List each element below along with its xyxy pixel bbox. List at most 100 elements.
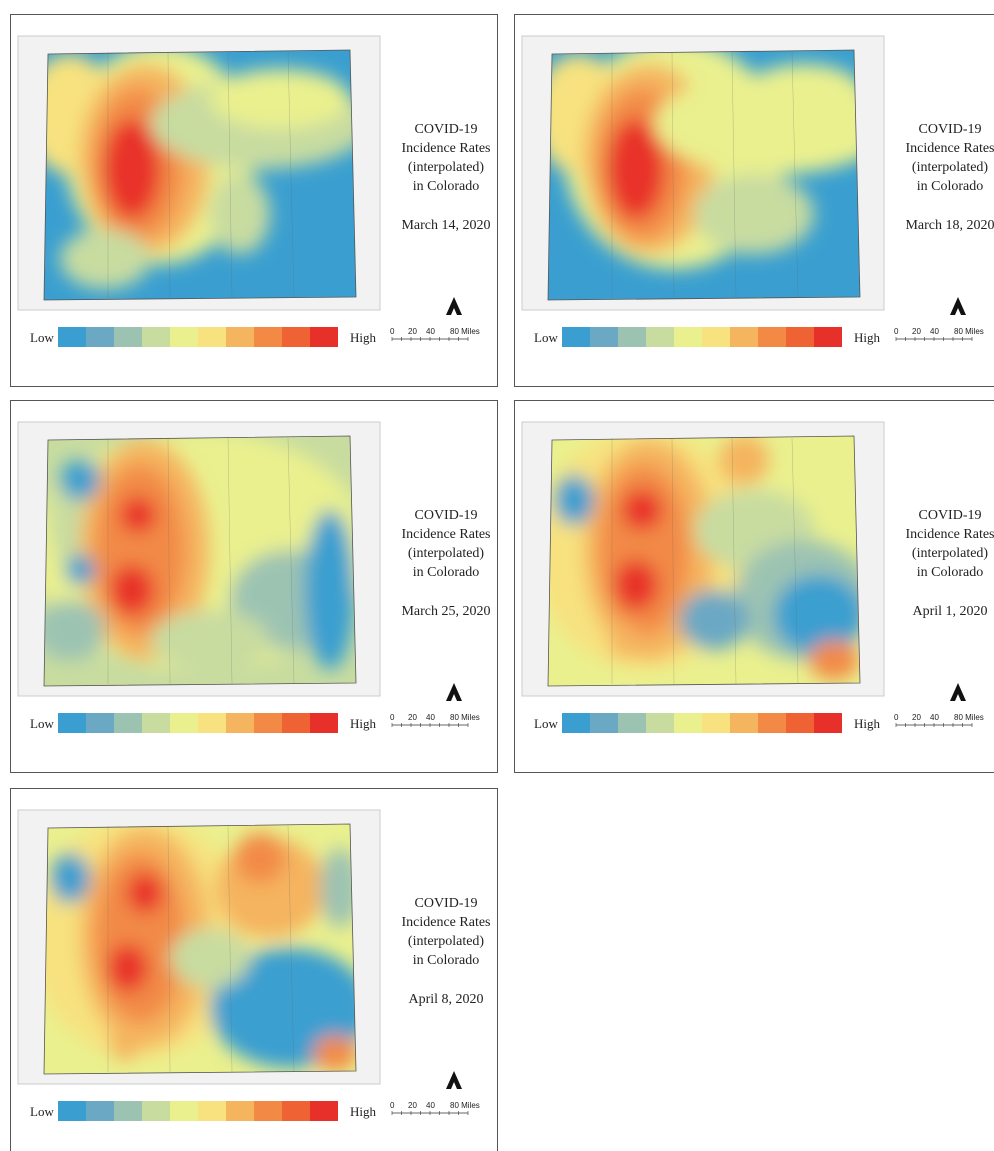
- legend-swatch: [114, 327, 142, 347]
- legend-swatch: [282, 713, 310, 733]
- rate-zone: [110, 565, 154, 615]
- scale-label: 0: [390, 713, 395, 722]
- interpolated-surface: [30, 430, 370, 686]
- legend-swatch: [310, 327, 338, 347]
- scale-label: 0: [390, 327, 395, 336]
- legend-swatch: [282, 327, 310, 347]
- legend-swatch: [674, 327, 702, 347]
- scale-label: 80 Miles: [450, 713, 480, 722]
- legend-swatch: [198, 327, 226, 347]
- map-title: (interpolated): [912, 160, 989, 175]
- rate-zone: [305, 510, 355, 670]
- page: {"map_title": ["COVID-19", "Incidence Ra…: [0, 0, 994, 1151]
- map-date: April 8, 2020: [408, 992, 483, 1007]
- legend-swatch: [58, 327, 86, 347]
- interpolated-surface: [30, 818, 370, 1074]
- legend-swatch: [254, 327, 282, 347]
- scale-label: 40: [930, 713, 939, 722]
- rate-zone: [622, 490, 662, 530]
- scale-label: 40: [426, 1101, 435, 1110]
- map-title: (interpolated): [408, 934, 485, 949]
- map-title: in Colorado: [413, 565, 480, 580]
- legend-swatch: [562, 327, 590, 347]
- legend-swatch: [730, 327, 758, 347]
- interpolated-surface: [25, 44, 370, 300]
- legend-swatch: [618, 713, 646, 733]
- rate-zone: [60, 229, 150, 289]
- scale-label: 20: [912, 713, 921, 722]
- scale-label: 80 Miles: [954, 713, 984, 722]
- legend-swatch: [114, 1101, 142, 1121]
- legend-low: Low: [30, 716, 54, 731]
- legend-swatch: [86, 327, 114, 347]
- rate-zone: [110, 1025, 140, 1061]
- rate-zone: [104, 119, 160, 219]
- legend-swatch: [58, 713, 86, 733]
- rate-zone: [108, 944, 148, 992]
- rate-zone: [554, 475, 594, 525]
- map-title: Incidence Rates: [905, 141, 994, 156]
- legend-swatch: [310, 1101, 338, 1121]
- rate-zone: [120, 497, 156, 533]
- interpolated-surface: [534, 39, 894, 300]
- legend-swatch: [282, 1101, 310, 1121]
- legend-swatch: [814, 713, 842, 733]
- legend-swatch: [674, 713, 702, 733]
- legend-swatch: [226, 713, 254, 733]
- scale-label: 0: [894, 713, 899, 722]
- rate-zone: [774, 575, 864, 655]
- figure: COVID-19 Incidence Rates (interpolated) in …: [0, 0, 994, 1151]
- rate-zone: [313, 1035, 357, 1071]
- map-panel: COVID-19Incidence Rates(interpolated)in …: [515, 401, 994, 773]
- legend-swatch: [142, 327, 170, 347]
- scale-label: 80 Miles: [954, 327, 984, 336]
- legend-swatch: [142, 713, 170, 733]
- rate-zone: [150, 610, 270, 670]
- map-date: April 1, 2020: [912, 604, 987, 619]
- rate-zone: [210, 69, 350, 129]
- rate-zone: [235, 833, 285, 883]
- legend-swatch: [702, 713, 730, 733]
- rate-zone: [614, 560, 658, 610]
- legend-swatch: [758, 713, 786, 733]
- map-title: in Colorado: [413, 179, 480, 194]
- rate-zone: [170, 928, 250, 988]
- legend-high: High: [854, 330, 881, 345]
- rate-zone: [719, 435, 769, 485]
- map-panel: COVID-19Incidence Rates(interpolated)in …: [515, 15, 994, 387]
- map-title: COVID-19: [919, 122, 982, 137]
- map-date: March 18, 2020: [905, 218, 994, 233]
- legend-high: High: [350, 716, 377, 731]
- scale-label: 20: [912, 327, 921, 336]
- legend-swatch: [170, 713, 198, 733]
- map-title: (interpolated): [912, 546, 989, 561]
- legend-swatch: [590, 713, 618, 733]
- legend-swatch: [730, 713, 758, 733]
- legend-swatch: [198, 713, 226, 733]
- interpolated-surface: [534, 430, 874, 686]
- legend-high: High: [350, 1104, 377, 1119]
- legend-swatch: [254, 713, 282, 733]
- scale-label: 0: [894, 327, 899, 336]
- map-title: (interpolated): [408, 160, 485, 175]
- scale-label: 40: [426, 713, 435, 722]
- legend-low: Low: [30, 330, 54, 345]
- legend-swatch: [562, 713, 590, 733]
- legend-swatch: [170, 327, 198, 347]
- legend-swatch: [226, 1101, 254, 1121]
- map-date: March 14, 2020: [401, 218, 490, 233]
- legend-swatch: [86, 713, 114, 733]
- legend-swatch: [226, 327, 254, 347]
- legend-swatch: [702, 327, 730, 347]
- rate-zone: [609, 622, 639, 658]
- legend-swatch: [758, 327, 786, 347]
- rate-zone: [608, 119, 664, 219]
- rate-zone: [50, 853, 90, 903]
- legend-low: Low: [534, 330, 558, 345]
- map-title: COVID-19: [919, 508, 982, 523]
- legend-swatch: [86, 1101, 114, 1121]
- scale-label: 80 Miles: [450, 1101, 480, 1110]
